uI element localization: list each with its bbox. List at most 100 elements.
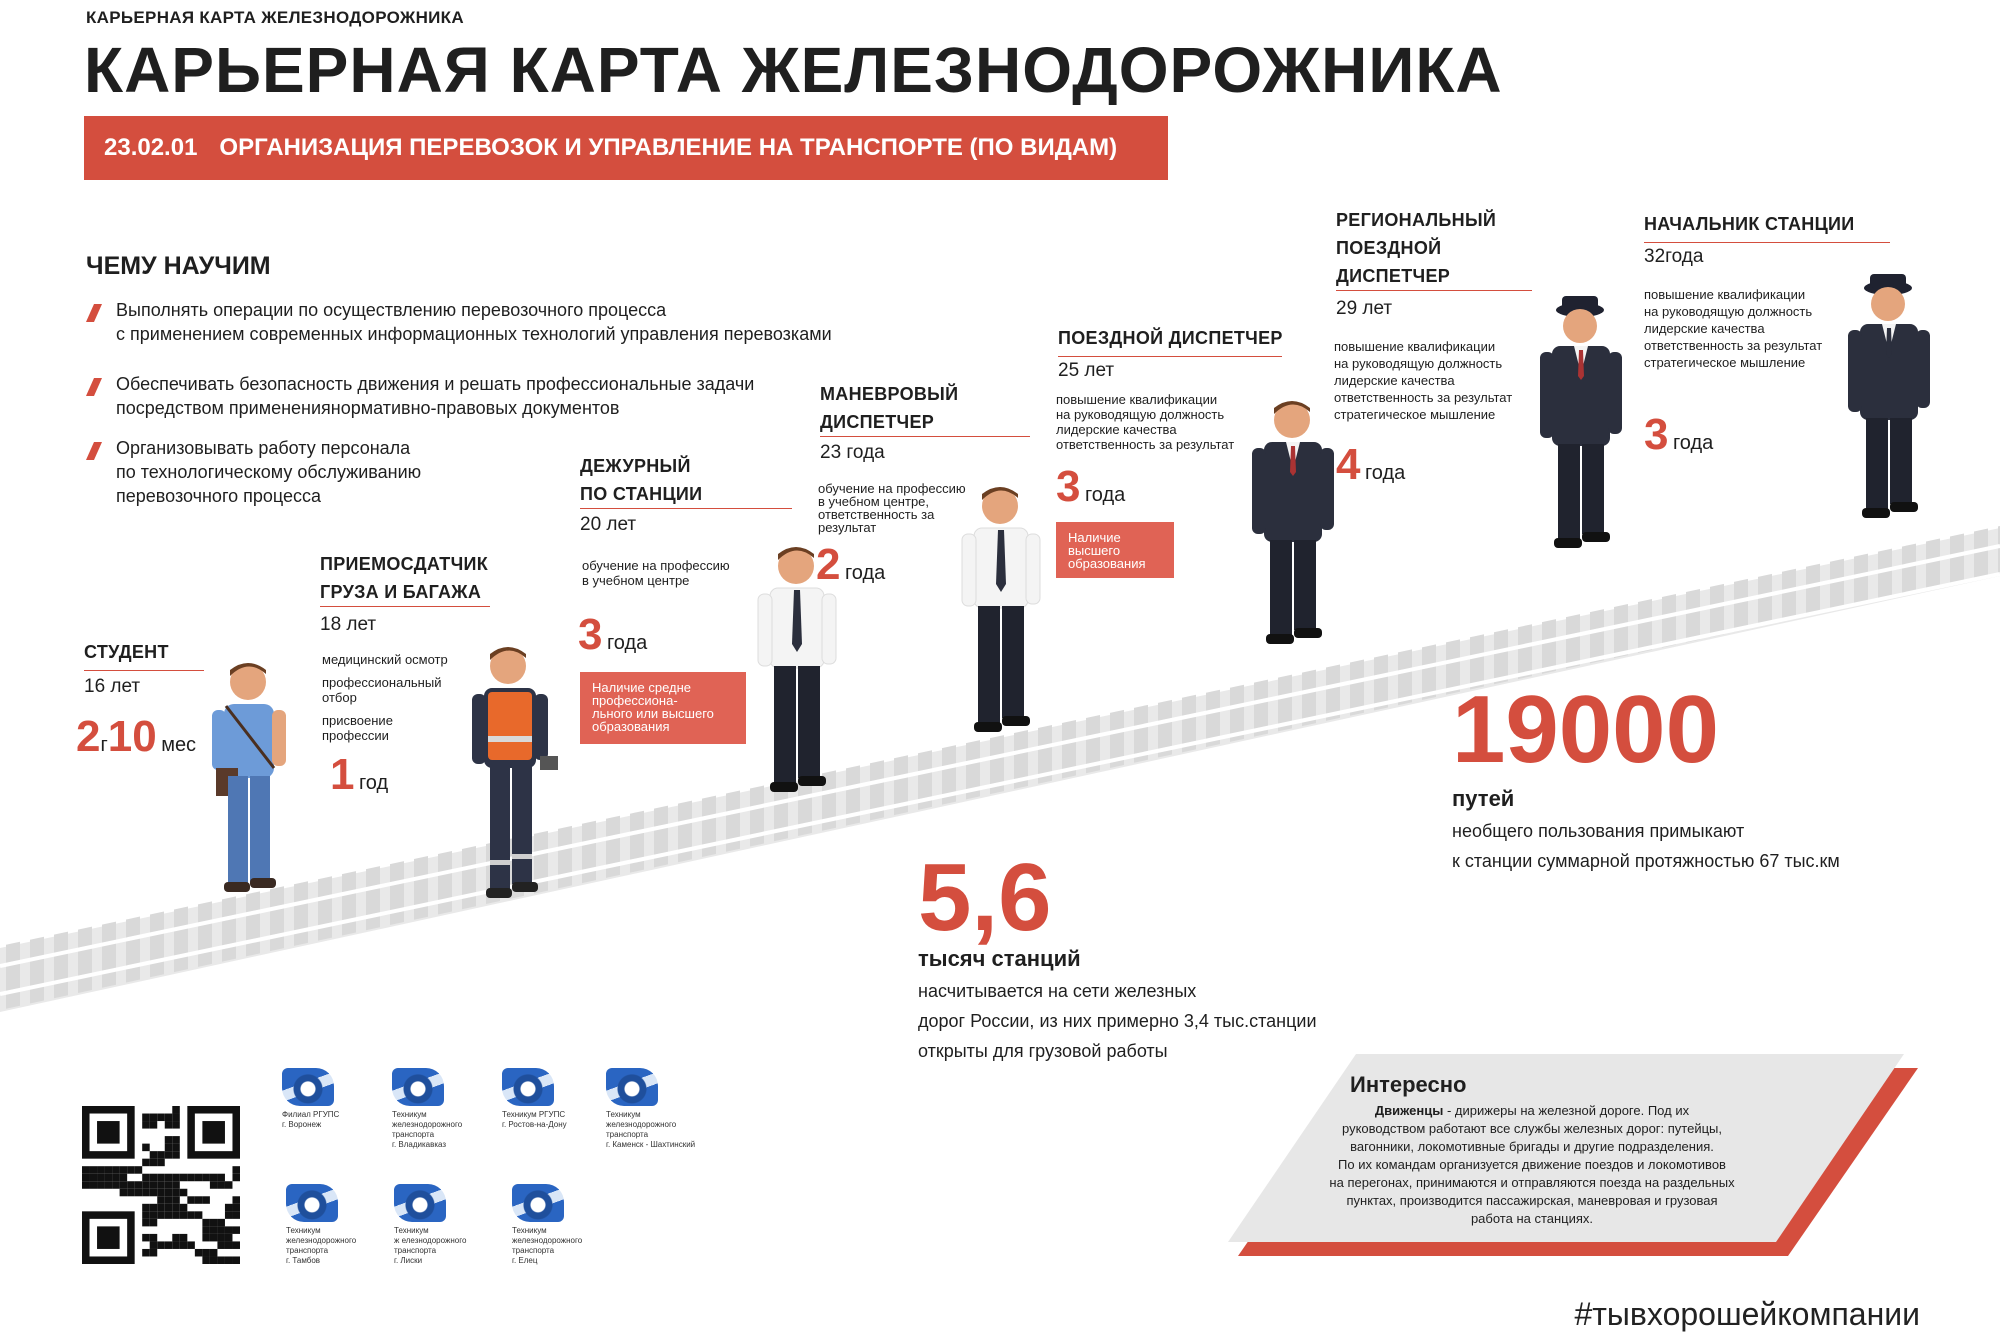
rail-sleeper [702, 795, 716, 857]
station-chief-figure [1848, 274, 1930, 518]
role-regional-age: 29 лет [1336, 298, 1393, 319]
role-shunt-age: 23 года [820, 442, 885, 463]
rail-sleeper [1662, 593, 1676, 648]
fact-body: Движенцы - дирижеры на железной дороге. … [1329, 1103, 1735, 1226]
rail-sleeper [198, 901, 212, 967]
rail-sleeper [438, 851, 452, 915]
role-chief-years: 3 года [1644, 410, 1714, 459]
rail-sleeper [1230, 684, 1244, 742]
partner-logo: Техникум ж елезнодорожного транспорта г. Ли… [394, 1184, 466, 1266]
rail-sleeper [822, 770, 836, 831]
rail-sleeper [942, 745, 956, 805]
partner-logo: Техникум железнодорожного транспорта г. Вла… [392, 1068, 462, 1150]
rail-sleeper [1902, 543, 1916, 596]
rail-sleeper [54, 931, 68, 999]
rail-sleeper [1086, 714, 1100, 774]
learn-item: Обеспечивать безопасность движения и реш… [85, 372, 976, 420]
stat-tracks-value: 19000 [1452, 676, 1719, 783]
rail-sleeper [390, 861, 404, 925]
learn-item-line: с применением современных информационных… [116, 324, 832, 344]
learn-item: Выполнять операции по осуществлению пере… [85, 298, 976, 346]
role-shunt-years: 2 года [816, 540, 886, 589]
shunting-dispatcher-figure [961, 487, 1041, 732]
rail-sleeper [1686, 588, 1700, 643]
role-regional-title: РЕГИОНАЛЬНЫЙ ПОЕЗДНОЙ ДИСПЕТЧЕР [1336, 210, 1497, 286]
rail-sleeper [342, 871, 356, 936]
rail-sleeper [1062, 719, 1076, 779]
header-kicker: КАРЬЕРНАЯ КАРТА ЖЕЛЕЗНОДОРОЖНИКА [86, 8, 464, 27]
role-divider [820, 436, 1030, 437]
learn-item-line: Выполнять операции по осуществлению пере… [116, 300, 667, 320]
rail-sleeper [30, 936, 44, 1004]
rail-sleeper [1278, 674, 1292, 732]
role-shunt-notes: обучение на профессию в учебном центре, … [818, 481, 966, 535]
rail-sleeper [1590, 609, 1604, 664]
role-divider [320, 606, 490, 607]
role-divider [1058, 356, 1282, 357]
rail-sleeper [1038, 725, 1052, 784]
rail-sleeper [1158, 699, 1172, 758]
rail-sleeper [582, 820, 596, 884]
rail-sleeper [654, 805, 668, 868]
rail-sleeper [6, 941, 20, 1009]
rail-sleeper [1518, 624, 1532, 680]
page-title: КАРЬЕРНАЯ КАРТА ЖЕЛЕЗНОДОРОЖНИКА [84, 34, 1503, 106]
rgups-logo-icon [512, 1184, 564, 1222]
rail-sleeper [1134, 704, 1148, 763]
role-duty-title: ДЕЖУРНЫЙ ПО СТАНЦИИ [580, 456, 703, 504]
role-shunt-title: МАНЕВРОВЫЙ ДИСПЕТЧЕР [820, 384, 959, 432]
rail-sleeper [750, 785, 764, 847]
rail-sleeper [1566, 614, 1580, 669]
partner-logo: Филиал РГУПС г. Воронеж [282, 1068, 339, 1130]
rgups-logo-icon [392, 1068, 444, 1106]
rail-sleeper [1830, 558, 1844, 612]
rail-sleeper [918, 750, 932, 810]
role-divider [580, 508, 792, 509]
role-divider [84, 670, 204, 671]
stat-stations-heading: тысяч станций [918, 946, 1081, 971]
rail-sleeper [1110, 709, 1124, 769]
specialty-code: 23.02.01 [104, 134, 198, 161]
rail-sleeper [726, 790, 740, 852]
qr-code[interactable] [82, 1106, 240, 1264]
rail-sleeper [1710, 583, 1724, 638]
learn-heading: ЧЕМУ НАУЧИМ [86, 252, 271, 280]
role-loader-age: 18 лет [320, 614, 377, 635]
rail-sleeper [870, 760, 884, 821]
partner-logo: Техникум железнодорожного транспорта г. Кам… [606, 1068, 695, 1150]
role-loader-title: ПРИЕМОСДАТЧИК ГРУЗА И БАГАЖА [320, 554, 489, 602]
rail-sleeper [174, 906, 188, 973]
specialty-name: ОРГАНИЗАЦИЯ ПЕРЕВОЗОК И УПРАВЛЕНИЕ НА ТР… [219, 134, 1118, 161]
rail-sleeper [798, 775, 812, 837]
rail-sleeper [1950, 533, 1964, 585]
hashtag: #тывхорошейкомпании [1574, 1296, 1920, 1332]
train-dispatcher-figure [1252, 401, 1334, 644]
role-loader-years: 1 год [330, 750, 389, 799]
rail-sleeper [1926, 538, 1940, 591]
rail-sleeper [1422, 644, 1436, 701]
role-chief-title: НАЧАЛЬНИК СТАНЦИИ [1644, 214, 1855, 234]
rail-sleeper [1326, 664, 1340, 721]
specialty-banner: 23.02.01 ОРГАНИЗАЦИЯ ПЕРЕВОЗОК И УПРАВЛЕН… [84, 116, 1168, 180]
rail-sleeper [1494, 629, 1508, 685]
fact-title: Интересно [1350, 1072, 1467, 1097]
rail-sleeper [1398, 649, 1412, 706]
role-duty-age: 20 лет [580, 514, 637, 535]
learn-item-line: по технологическому обслуживанию [116, 462, 422, 482]
role-duty-years: 3 года [578, 610, 648, 659]
rail-sleeper [366, 866, 380, 931]
rail-sleeper [630, 810, 644, 873]
rail-sleeper [150, 911, 164, 978]
learn-item-line: перевозочного процесса [116, 486, 322, 506]
role-duty-notes: обучение на профессию в учебном центре [582, 558, 730, 588]
stat-tracks-text: необщего пользования примыкают к станции… [1452, 821, 1840, 871]
learn-item: Организовывать работу персонала по техно… [85, 436, 976, 508]
rail-sleeper [1614, 604, 1628, 659]
partner-logo: Техникум РГУПС г. Ростов-на-Дону [502, 1068, 567, 1130]
role-duty-requirement: Наличие средне профессиона- льного или в… [580, 672, 746, 744]
rail-sleeper [126, 916, 140, 983]
rail-sleeper [1806, 563, 1820, 617]
rail-sleeper [318, 876, 332, 941]
rgups-logo-icon [282, 1068, 334, 1106]
rail-sleeper [1182, 694, 1196, 753]
